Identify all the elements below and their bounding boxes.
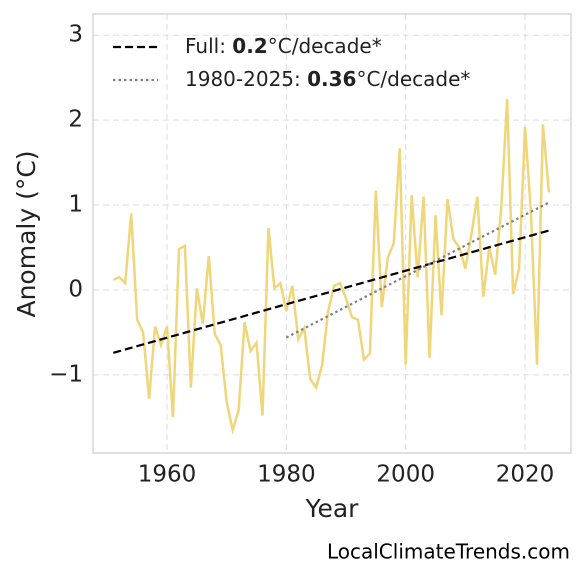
y-axis-label: Anomaly (°C) xyxy=(12,150,41,317)
x-axis-label: Year xyxy=(305,494,360,523)
legend-label: 1980-2025: 0.36°C/decade* xyxy=(185,67,470,91)
plot-frame xyxy=(92,13,572,454)
legend-suffix: °C/decade* xyxy=(356,67,470,91)
y-tick-label: −1 xyxy=(49,361,83,387)
legend-label: Full: 0.2°C/decade* xyxy=(185,34,382,58)
legend-rate: 0.2 xyxy=(232,34,267,58)
x-tick-label: 2000 xyxy=(376,462,435,488)
x-tick-label: 1960 xyxy=(138,462,197,488)
data-line xyxy=(112,98,551,436)
legend-rate: 0.36 xyxy=(307,67,356,91)
y-tick-label: 1 xyxy=(68,192,83,218)
legend-prefix: 1980-2025: xyxy=(185,67,307,91)
trend-line xyxy=(112,229,550,354)
legend-prefix: Full: xyxy=(185,34,232,58)
x-tick-label: 1980 xyxy=(257,462,316,488)
y-tick-label: 2 xyxy=(68,107,83,133)
y-tick-label: 0 xyxy=(68,276,83,302)
y-tick-label: 3 xyxy=(68,22,83,48)
x-tick-label: 2020 xyxy=(496,462,555,488)
legend-suffix: °C/decade* xyxy=(268,34,382,58)
watermark: LocalClimateTrends.com xyxy=(327,540,570,564)
